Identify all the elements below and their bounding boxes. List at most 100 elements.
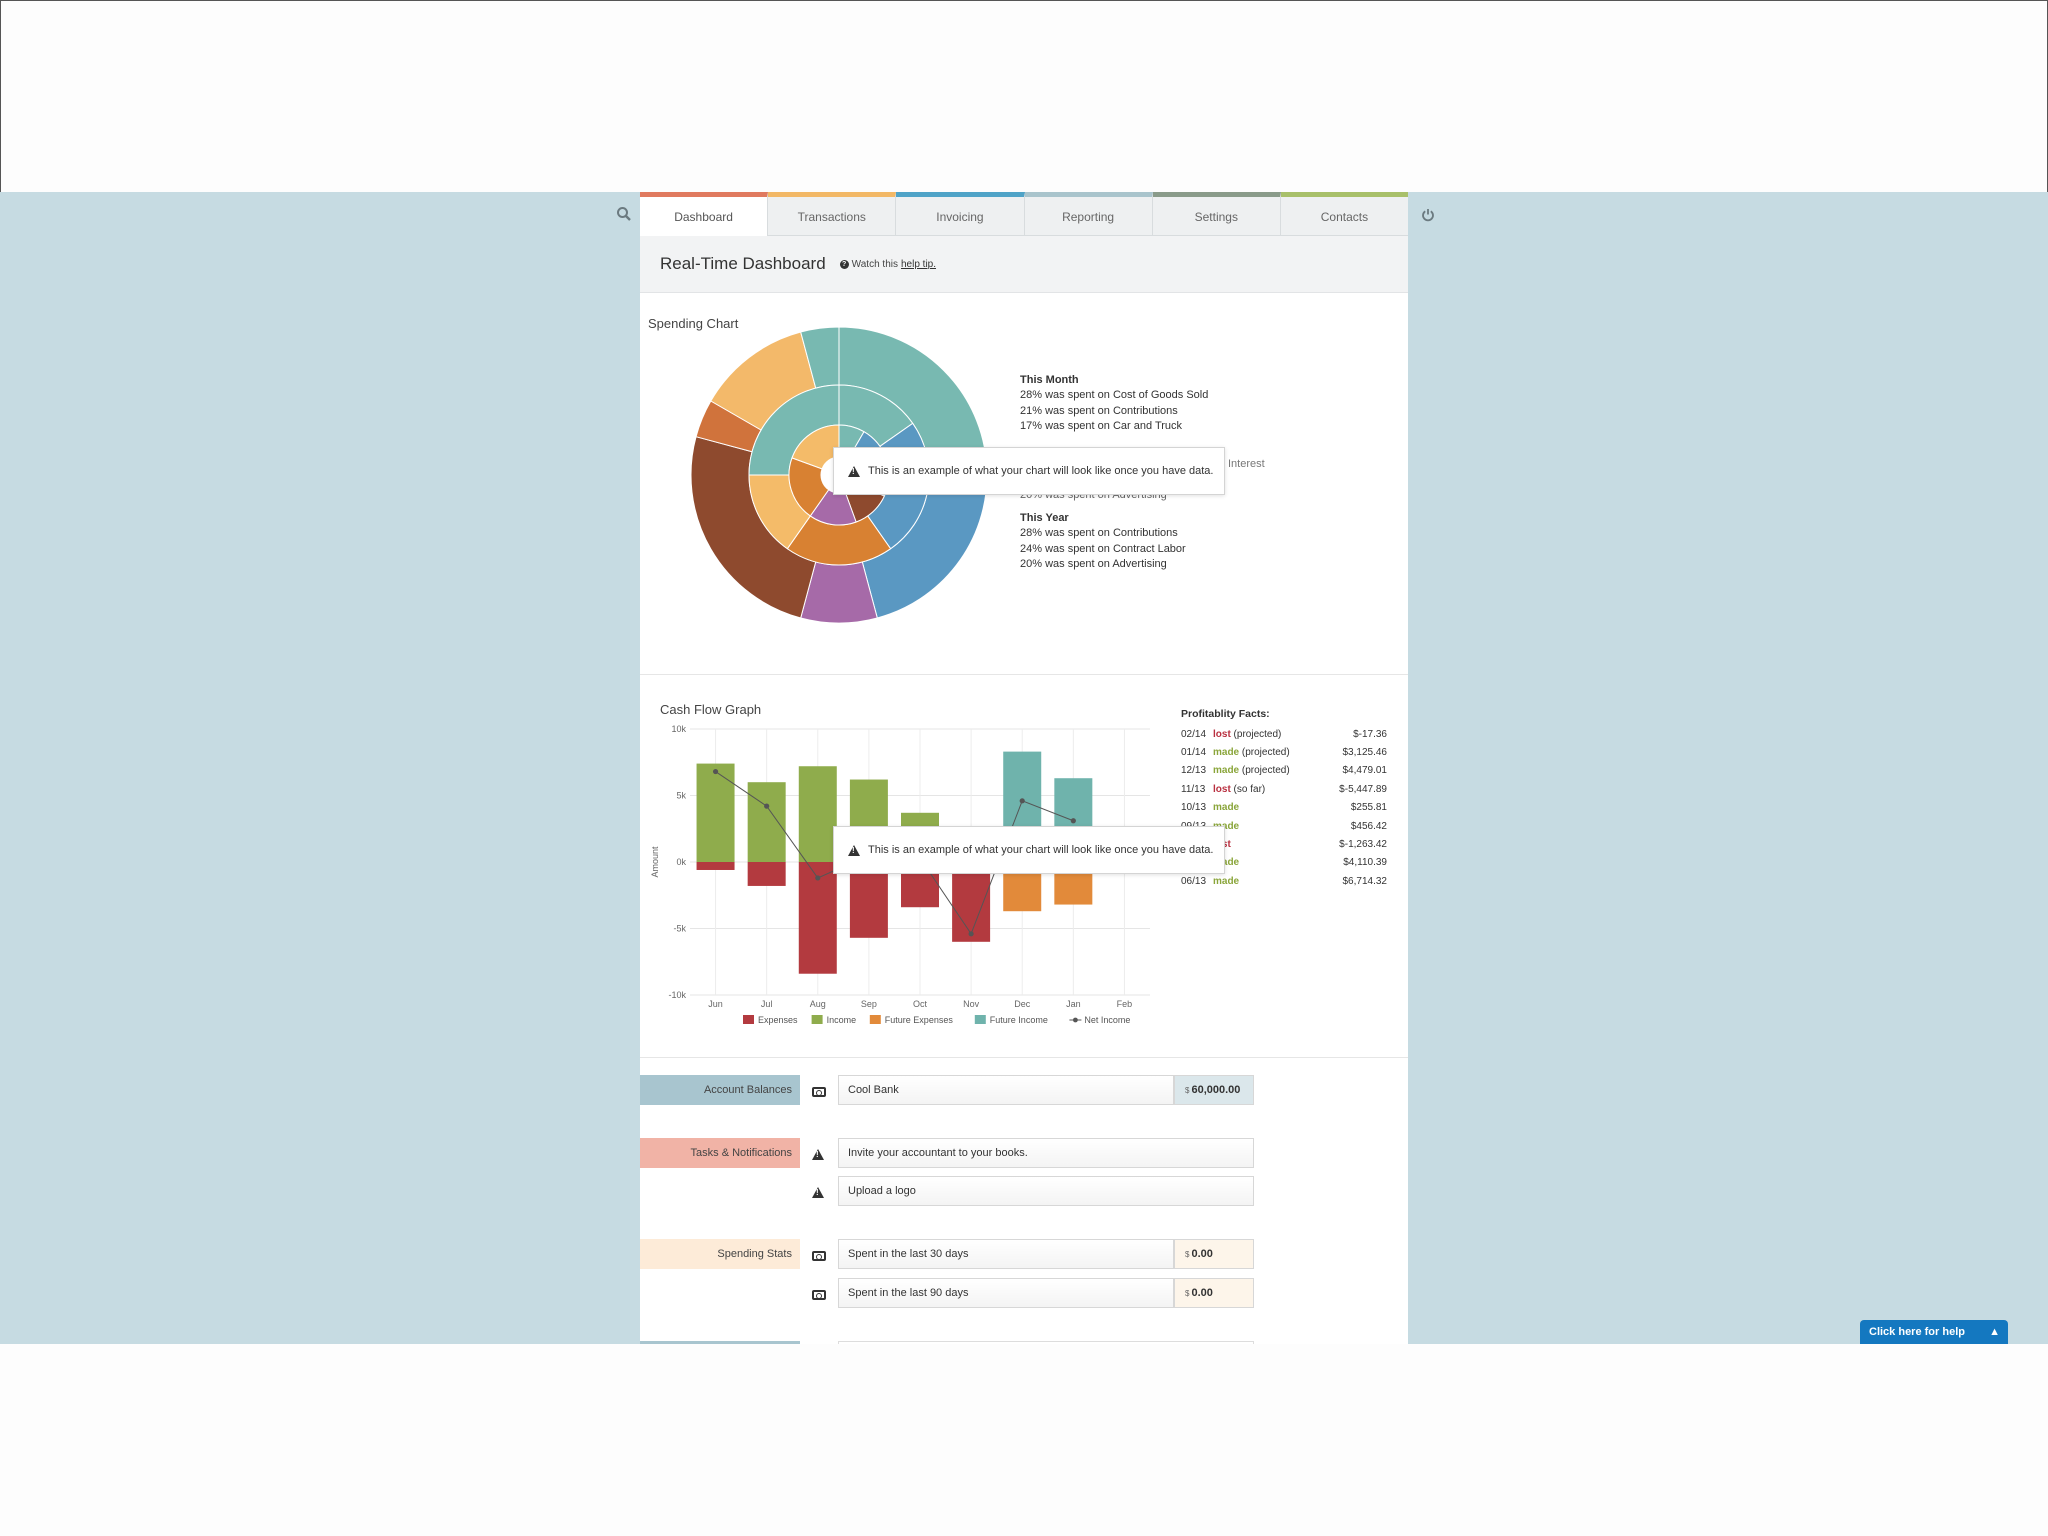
help-tip-prefix: Watch this bbox=[851, 258, 898, 270]
this-month-heading: This Month bbox=[1020, 374, 1079, 386]
bar-expenses bbox=[849, 862, 888, 938]
bar-expenses bbox=[747, 862, 786, 886]
fact-row: 11/13 lost (so far) $-5,447.89 bbox=[1181, 780, 1387, 798]
this-year-line: 28% was spent on Contributions bbox=[1020, 527, 1178, 540]
net-income-point bbox=[764, 803, 770, 809]
spent-90-days-amount: $0.00 bbox=[1174, 1278, 1254, 1308]
x-tick-label: Dec bbox=[1014, 999, 1031, 1009]
net-income-point bbox=[712, 768, 719, 775]
money-icon bbox=[812, 1084, 826, 1097]
help-button-label: Click here for help bbox=[1869, 1326, 1965, 1338]
y-tick-label: 5k bbox=[676, 791, 686, 801]
tab-transactions[interactable]: Transactions bbox=[768, 192, 897, 236]
fact-row: 12/13 made (projected) $4,479.01 bbox=[1181, 762, 1387, 780]
fact-date: 10/13 bbox=[1181, 802, 1207, 814]
fact-amount: $4,479.01 bbox=[1342, 765, 1388, 777]
this-year-line: 20% was spent on Advertising bbox=[1020, 558, 1167, 571]
bar-income bbox=[696, 763, 735, 862]
help-button[interactable]: Click here for help ▲ bbox=[1860, 1320, 2008, 1344]
legend-swatch bbox=[1073, 1017, 1078, 1023]
x-tick-label: Jul bbox=[761, 999, 773, 1009]
fact-amount: $255.81 bbox=[1350, 802, 1387, 814]
summary-panels: Account Balances Cool Bank $60,000.00 Ta… bbox=[640, 1058, 1408, 1344]
fact-amount: $4,110.39 bbox=[1343, 857, 1387, 869]
account-balance-amount: $60,000.00 bbox=[1174, 1075, 1254, 1105]
cash-flow-chart: 10k 5k 0k -5k -10k Amount Jun Jul Aug Sep Oct Nov De… bbox=[650, 724, 1150, 1025]
legend-swatch bbox=[869, 1015, 881, 1024]
net-income-point bbox=[815, 875, 821, 881]
sample-data-notice: This is an example of what your chart wi… bbox=[833, 447, 1225, 495]
letterbox-top bbox=[0, 0, 2048, 192]
fact-status: lost (projected) bbox=[1213, 728, 1282, 740]
x-tick-label: Jan bbox=[1066, 999, 1081, 1009]
power-icon[interactable] bbox=[1416, 204, 1440, 228]
fact-amount: $-1,263.42 bbox=[1339, 839, 1387, 851]
y-tick-label: -10k bbox=[668, 990, 686, 1000]
spending-stats-label: Spending Stats bbox=[640, 1239, 800, 1269]
spent-30-days-label: Spent in the last 30 days bbox=[838, 1239, 1174, 1269]
app-panel: Dashboard Transactions Invoicing Reporti… bbox=[640, 192, 1409, 1344]
chevron-up-icon: ▲ bbox=[1989, 1326, 2000, 1338]
page-header: Real-Time Dashboard ? Watch this help ti… bbox=[640, 236, 1408, 293]
fact-status: made bbox=[1213, 857, 1240, 869]
account-balances-label: Account Balances bbox=[640, 1075, 800, 1105]
next-section-row-edge bbox=[838, 1341, 1254, 1344]
legend-label: Future Expenses bbox=[885, 1015, 954, 1025]
fact-date: 06/13 bbox=[1181, 875, 1207, 887]
tab-settings[interactable]: Settings bbox=[1152, 192, 1281, 236]
fact-status: lost (so far) bbox=[1213, 783, 1266, 795]
legend-swatch bbox=[974, 1015, 986, 1024]
fact-status: made bbox=[1213, 820, 1240, 832]
net-income-point bbox=[1070, 818, 1076, 824]
warning-icon bbox=[812, 1185, 826, 1198]
help-tip-link[interactable]: help tip. bbox=[900, 258, 937, 270]
legend-swatch bbox=[811, 1015, 823, 1024]
question-icon: ? bbox=[839, 259, 849, 269]
y-axis-label: Amount bbox=[650, 846, 660, 878]
fact-status: lost bbox=[1213, 839, 1339, 850]
tab-contacts[interactable]: Contacts bbox=[1280, 192, 1409, 236]
y-tick-label: 0k bbox=[676, 857, 686, 867]
this-month-line: 21% was spent on Contributions bbox=[1020, 404, 1178, 417]
bar-income bbox=[747, 782, 786, 862]
this-month-line: 28% was spent on Cost of Goods Sold bbox=[1020, 389, 1209, 402]
fact-status: made (projected) bbox=[1213, 765, 1290, 777]
search-icon[interactable] bbox=[612, 204, 636, 228]
help-tip: ? Watch this help tip. bbox=[839, 258, 937, 270]
spending-sunburst-chart bbox=[690, 326, 988, 624]
fact-date: 02/14 bbox=[1181, 728, 1207, 740]
tab-dashboard[interactable]: Dashboard bbox=[640, 192, 769, 236]
spent-90-days-label: Spent in the last 90 days bbox=[838, 1278, 1174, 1308]
warning-icon bbox=[848, 844, 860, 856]
task-upload-logo[interactable]: Upload a logo bbox=[838, 1176, 1254, 1206]
legend-swatch bbox=[743, 1015, 754, 1024]
fact-row: 01/14 made (projected) $3,125.46 bbox=[1181, 743, 1387, 761]
bar-income bbox=[798, 766, 837, 862]
fact-row: 06/13 made $6,714.32 bbox=[1181, 872, 1387, 890]
tab-reporting[interactable]: Reporting bbox=[1024, 192, 1153, 236]
fact-status: made bbox=[1213, 875, 1240, 887]
x-tick-label: Aug bbox=[810, 999, 826, 1009]
fact-date: 11/13 bbox=[1181, 783, 1206, 795]
warning-icon bbox=[812, 1147, 826, 1160]
fact-amount: $-17.36 bbox=[1353, 728, 1387, 740]
this-month-summary: This Month 28% was spent on Cost of Good… bbox=[1020, 373, 1208, 435]
fact-amount: $6,714.32 bbox=[1342, 875, 1388, 887]
sunburst-inner-segment bbox=[791, 424, 840, 470]
sample-data-notice-text: This is an example of what your chart wi… bbox=[868, 844, 1214, 856]
cash-flow-section: Cash Flow Graph 10k 5k 0k -5k -10k Amount Jun J… bbox=[640, 675, 1408, 1058]
spending-chart-section: Spending Chart This Month 28% was spent … bbox=[640, 293, 1408, 675]
sample-data-notice-text: This is an example of what your chart wi… bbox=[868, 465, 1214, 477]
next-section-label-edge bbox=[640, 1341, 800, 1344]
legend-label: Future Income bbox=[990, 1015, 1048, 1025]
account-row-cool-bank[interactable]: Cool Bank bbox=[838, 1075, 1174, 1105]
task-invite-accountant[interactable]: Invite your accountant to your books. bbox=[838, 1138, 1254, 1168]
y-tick-label: 10k bbox=[671, 724, 686, 734]
main-nav: Dashboard Transactions Invoicing Reporti… bbox=[640, 192, 1409, 236]
warning-icon bbox=[848, 465, 860, 477]
fact-amount: $-5,447.89 bbox=[1339, 783, 1387, 795]
page-title: Real-Time Dashboard bbox=[660, 254, 826, 273]
fact-amount: $3,125.46 bbox=[1342, 747, 1388, 759]
x-tick-label: Oct bbox=[913, 999, 928, 1009]
tab-invoicing[interactable]: Invoicing bbox=[896, 192, 1025, 236]
